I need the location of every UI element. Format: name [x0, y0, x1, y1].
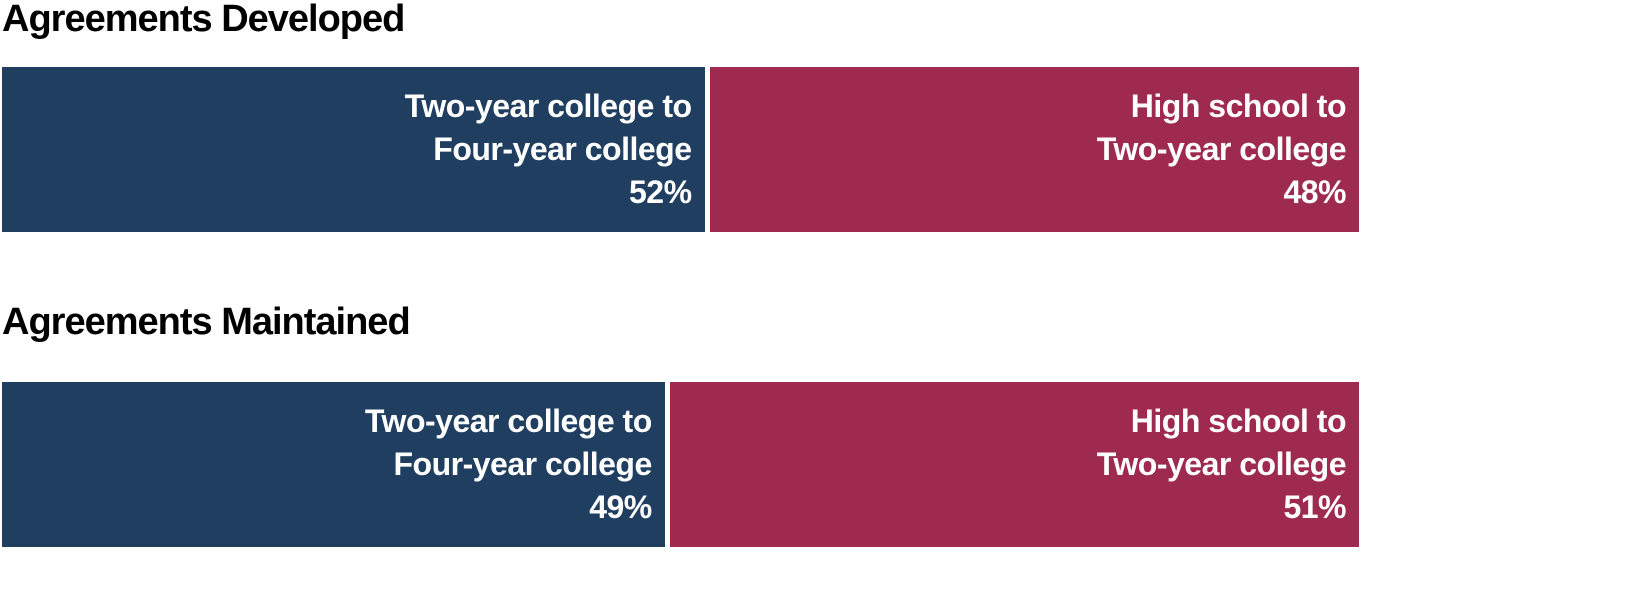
segment-category-label: Two-year college to: [364, 403, 652, 439]
segment-category-label: Two-year college to: [404, 88, 692, 124]
stacked-bar-agreements-developed: Two-year college to Four-year college 52% H…: [2, 67, 1359, 232]
bar-segment: High school to Two-year college 51%: [669, 382, 1359, 547]
segment-category-label: Two-year college: [1096, 131, 1347, 167]
segment-category-label: Two-year college: [1096, 446, 1347, 482]
bar-segment: Two-year college to Four-year college 52%: [2, 67, 705, 232]
segment-value-label: 52%: [628, 174, 692, 210]
bar-segment: Two-year college to Four-year college 49%: [2, 382, 665, 547]
segment-value-label: 49%: [589, 489, 652, 525]
segment-category-label: Four-year college: [393, 446, 652, 482]
stacked-bar-agreements-maintained: Two-year college to Four-year college 49% H…: [2, 382, 1359, 547]
segment-category-label: Four-year college: [433, 131, 692, 167]
segment-value-label: 48%: [1283, 174, 1346, 210]
chart-title-agreements-developed: Agreements Developed: [2, 0, 405, 40]
segment-value-label: 51%: [1283, 489, 1346, 525]
segment-category-label: High school to: [1130, 88, 1347, 124]
segment-category-label: High school to: [1130, 403, 1347, 439]
chart-title-agreements-maintained: Agreements Maintained: [2, 301, 411, 343]
bar-segment: High school to Two-year college 48%: [709, 67, 1359, 232]
